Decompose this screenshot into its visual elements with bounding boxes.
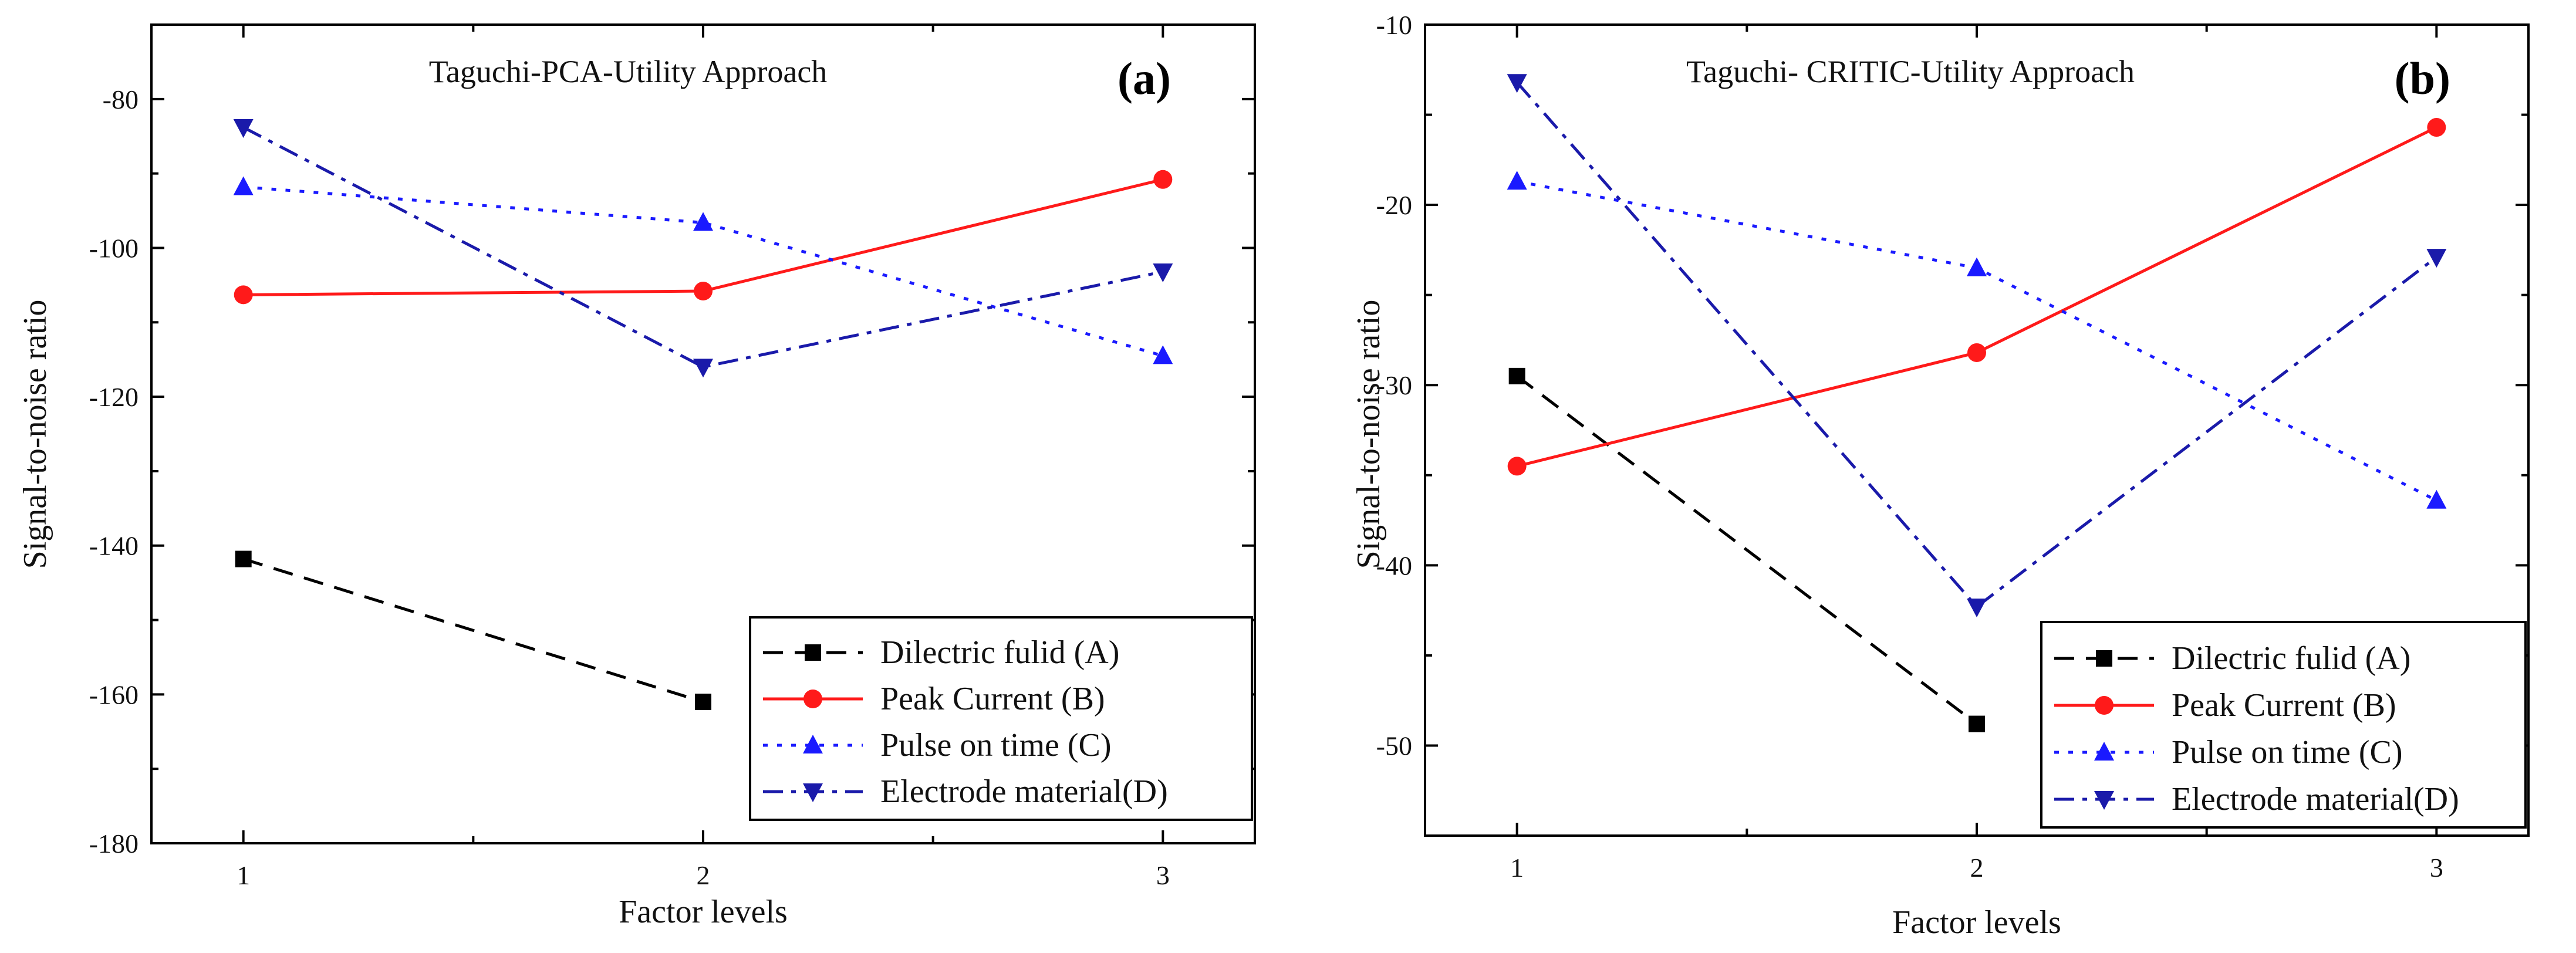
legend-label: Electrode material(D) bbox=[2172, 781, 2459, 817]
data-point-triangle-down bbox=[693, 359, 713, 378]
panel-label-b: (b) bbox=[2395, 53, 2450, 104]
legend-swatch-marker bbox=[803, 690, 822, 708]
y-tick-label: -140 bbox=[89, 531, 139, 561]
data-point-triangle-up bbox=[2426, 489, 2447, 509]
chart-title-a: Taguchi-PCA-Utility Approach bbox=[429, 54, 828, 89]
legend-label: Dilectric fulid (A) bbox=[2172, 640, 2410, 677]
x-tick-label: 2 bbox=[1970, 853, 1984, 883]
series-group-b bbox=[1507, 74, 2447, 732]
data-point-triangle-down bbox=[1967, 598, 1987, 617]
x-tick-label: 1 bbox=[237, 860, 250, 890]
x-tick-label: 3 bbox=[1156, 860, 1170, 890]
y-tick-label: -20 bbox=[1376, 190, 1412, 220]
legend-label: Electrode material(D) bbox=[880, 773, 1168, 810]
y-tick-label: -80 bbox=[103, 85, 139, 114]
y-axis-title-b: Signal-to-noise ratio bbox=[1351, 300, 1387, 569]
legend-a: Dilectric fulid (A) Peak Current (B) Pulse… bbox=[749, 616, 1253, 821]
legend-label: Pulse on time (C) bbox=[880, 727, 1112, 763]
data-point-triangle-down bbox=[2426, 249, 2447, 268]
y-tick-label: -10 bbox=[1376, 10, 1412, 40]
legend-swatch-marker bbox=[2094, 742, 2114, 761]
legend-swatch-marker bbox=[2096, 650, 2112, 667]
legend-swatch-marker bbox=[2094, 791, 2114, 810]
legend-swatch-marker bbox=[803, 735, 823, 753]
data-point-circle bbox=[1507, 457, 1527, 476]
x-tick-label: 1 bbox=[1510, 853, 1524, 883]
series-line-triangle-down bbox=[1515, 81, 2437, 609]
series-group-a bbox=[233, 119, 1173, 711]
x-axis-title-a: Factor levels bbox=[619, 894, 788, 930]
y-tick-label: -50 bbox=[1376, 731, 1412, 761]
series-line-circle bbox=[243, 178, 1163, 296]
legend-label: Peak Current (B) bbox=[880, 681, 1105, 717]
series-line-square bbox=[1516, 374, 1978, 725]
data-point-triangle-down bbox=[1507, 74, 1527, 93]
x-tick-label: 2 bbox=[697, 860, 710, 890]
chart-panel-b: Taguchi- CRITIC-Utility Approach (b) Fac… bbox=[1351, 10, 2530, 941]
data-point-triangle-up bbox=[1967, 257, 1987, 276]
axis-ticks-a: -180 -160 -140 -120 -100 -80 1 2 3 bbox=[89, 25, 1255, 890]
legend-b: Dilectric fulid (A) Peak Current (B) Pulse… bbox=[2040, 621, 2527, 829]
series-line-triangle-down bbox=[242, 126, 1163, 369]
legend-label: Dilectric fulid (A) bbox=[880, 634, 1119, 671]
legend-label: Pulse on time (C) bbox=[2172, 734, 2403, 770]
data-point-circle bbox=[234, 285, 253, 305]
y-tick-label: -180 bbox=[89, 829, 139, 859]
data-point-circle bbox=[694, 282, 713, 301]
data-point-square bbox=[1508, 367, 1525, 384]
series-line-square bbox=[242, 557, 704, 704]
y-tick-label: -120 bbox=[89, 382, 139, 412]
data-point-square bbox=[235, 550, 252, 567]
data-point-square bbox=[1969, 715, 1985, 732]
data-point-triangle-down bbox=[233, 119, 254, 138]
y-axis-title-a: Signal-to-noise ratio bbox=[17, 300, 53, 569]
data-point-circle bbox=[1967, 343, 1986, 362]
chart-title-b: Taguchi- CRITIC-Utility Approach bbox=[1686, 54, 2135, 89]
y-tick-label: -40 bbox=[1376, 550, 1412, 580]
y-tick-label: -30 bbox=[1376, 370, 1412, 400]
data-point-square bbox=[695, 694, 711, 711]
legend-label: Peak Current (B) bbox=[2172, 687, 2396, 724]
panel-label-a: (a) bbox=[1117, 53, 1171, 104]
axis-ticks-b: -50 -40 -30 -20 -10 1 2 3 bbox=[1376, 10, 2528, 883]
y-tick-label: -100 bbox=[89, 233, 139, 263]
series-line-circle bbox=[1517, 126, 2437, 468]
legend-box-b bbox=[2040, 621, 2527, 829]
data-point-triangle-up bbox=[233, 176, 254, 195]
data-point-triangle-up bbox=[1153, 345, 1173, 364]
y-tick-label: -160 bbox=[89, 680, 139, 709]
series-line-triangle-up bbox=[1517, 180, 2437, 502]
legend-swatch-marker bbox=[2095, 696, 2114, 715]
data-point-triangle-up bbox=[693, 212, 713, 231]
x-axis-title-b: Factor levels bbox=[1892, 904, 2061, 941]
data-point-circle bbox=[2427, 118, 2446, 137]
legend-swatch-marker bbox=[803, 783, 823, 802]
data-point-triangle-down bbox=[1153, 263, 1173, 283]
chart-panel-a: Taguchi-PCA-Utility Approach (a) Factor … bbox=[17, 23, 1256, 930]
data-point-triangle-up bbox=[1507, 171, 1527, 190]
legend-swatch-marker bbox=[805, 644, 821, 661]
data-point-circle bbox=[1153, 170, 1173, 189]
x-tick-label: 3 bbox=[2430, 853, 2443, 883]
